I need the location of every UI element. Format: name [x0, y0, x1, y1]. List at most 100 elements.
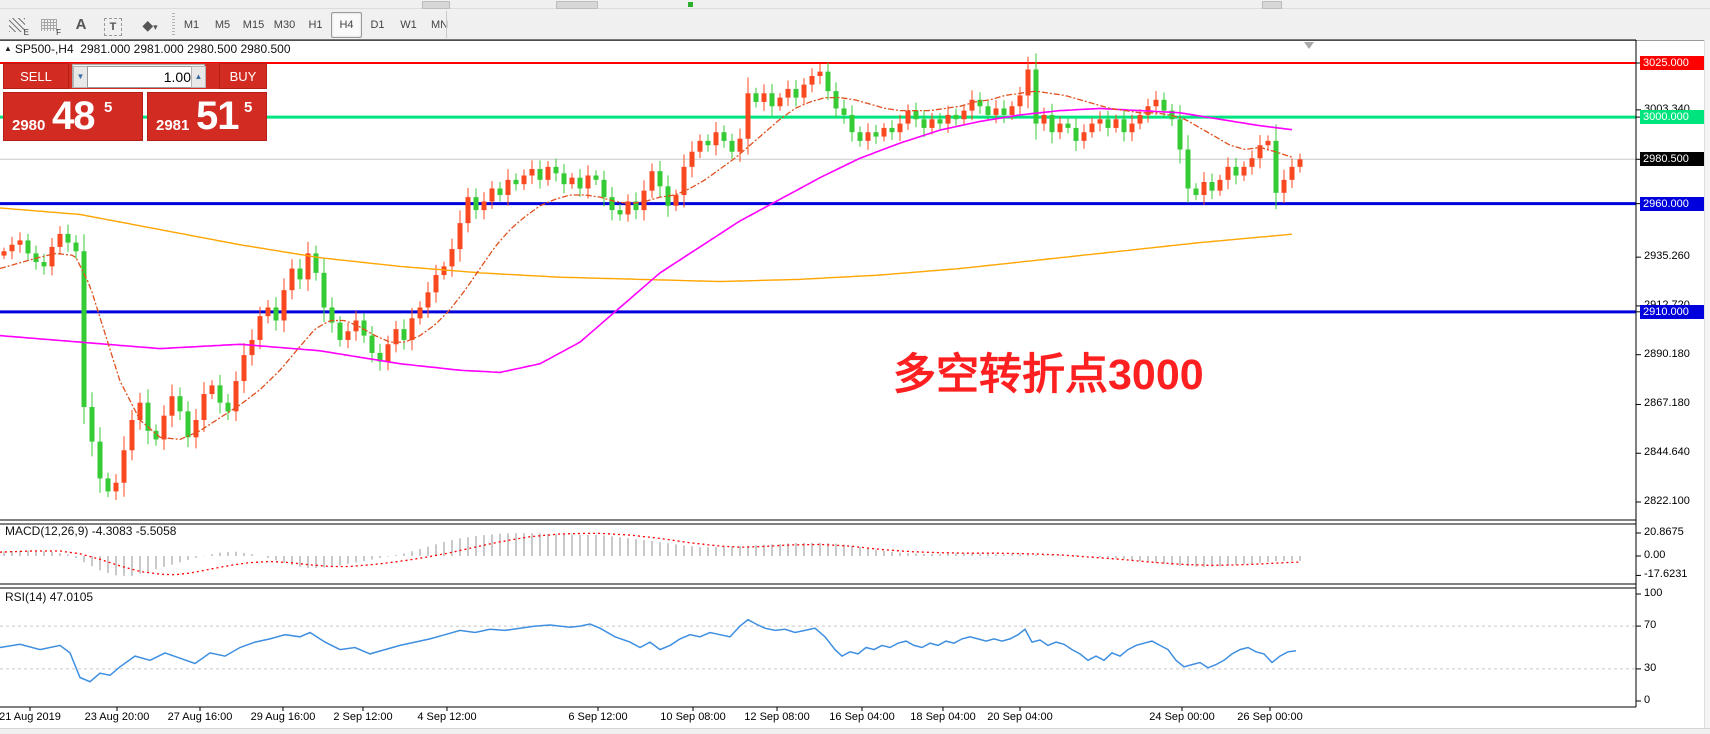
candle-body — [545, 166, 551, 180]
candle-body — [1209, 181, 1215, 191]
volume-decrease-button[interactable]: ▼ — [73, 66, 88, 88]
collapse-triangle-icon[interactable]: ▲ — [4, 44, 12, 53]
rsi-axis-label: 0 — [1644, 694, 1651, 706]
chart-shift-marker-icon[interactable] — [1304, 42, 1314, 49]
candle-body — [761, 93, 767, 102]
candle-body — [993, 108, 999, 115]
candle-body — [753, 93, 759, 102]
candle-body — [513, 179, 519, 185]
ohlc-values: 2981.000 2981.000 2980.500 2980.500 — [80, 42, 291, 56]
candle-body — [1081, 132, 1087, 141]
volume-increase-button[interactable]: ▲ — [191, 66, 206, 88]
price-tick-label: 2890.180 — [1644, 347, 1690, 360]
candle-body — [793, 88, 799, 98]
candle-body — [305, 253, 311, 280]
text-box-icon[interactable]: T — [98, 12, 128, 38]
macd-pane-label: MACD(12,26,9) -4.3083 -5.5058 — [5, 524, 177, 538]
candle-body — [857, 132, 863, 141]
candle-body — [521, 175, 527, 185]
candle-body — [737, 138, 743, 152]
volume-input[interactable] — [87, 66, 196, 88]
candle-body — [537, 169, 543, 180]
candle-body — [921, 119, 927, 128]
sell-price-box[interactable]: 2980 48 5 — [3, 92, 143, 141]
macd-signal-line — [0, 532, 1301, 576]
candle-body — [1225, 166, 1231, 180]
candle-body — [185, 411, 191, 438]
date-label: 27 Aug 16:00 — [167, 711, 233, 723]
candle-body — [1025, 69, 1031, 96]
date-label: 18 Sep 04:00 — [910, 711, 976, 723]
candle-body — [785, 88, 791, 98]
candle-body — [481, 201, 487, 211]
candle-body — [73, 242, 79, 252]
date-label: 6 Sep 12:00 — [568, 711, 628, 723]
tf-button-W1[interactable]: W1 — [400, 19, 417, 31]
window-right-edge — [1704, 40, 1710, 728]
candle-body — [809, 75, 815, 85]
candle-body — [161, 415, 167, 440]
candle-body — [281, 290, 287, 321]
sell-price-small: 2980 — [12, 117, 46, 134]
indicator-grid-icon[interactable]: F — [34, 12, 64, 38]
candle-body — [1097, 119, 1103, 124]
date-label: 4 Sep 12:00 — [417, 711, 477, 723]
tf-button-M15[interactable]: M15 — [242, 19, 265, 31]
text-label-icon[interactable]: A — [75, 16, 87, 33]
candle-body — [881, 127, 887, 137]
timeframe-buttons: M1 M5 M15 M30 H1 H4 D1 W1 MN — [176, 12, 455, 38]
toolbar-grip[interactable] — [172, 13, 175, 35]
tf-button-D1[interactable]: D1 — [370, 19, 385, 31]
candle-body — [569, 177, 575, 185]
tf-button-MN[interactable]: MN — [430, 19, 449, 31]
candle-body — [497, 188, 503, 195]
price-badge-2980.500: 2980.500 — [1640, 152, 1705, 167]
candle-body — [1057, 123, 1063, 133]
tf-button-M30[interactable]: M30 — [273, 19, 296, 31]
candle-body — [1233, 166, 1239, 176]
candle-body — [377, 352, 383, 362]
tf-button-H1[interactable]: H1 — [308, 19, 323, 31]
candle-body — [1, 251, 7, 256]
buy-price-sup: 5 — [244, 99, 253, 116]
candle-body — [961, 110, 967, 120]
candle-body — [49, 246, 55, 267]
candle-body — [665, 186, 671, 206]
candle-body — [937, 119, 943, 124]
tf-button-H4[interactable]: H4 — [331, 12, 362, 38]
candle-body — [177, 396, 183, 412]
candle-body — [457, 223, 463, 250]
candle-body — [561, 173, 567, 185]
pattern-tool-icon[interactable]: E — [2, 12, 32, 38]
candle-body — [977, 99, 983, 107]
candle-body — [745, 93, 751, 139]
buy-price-box[interactable]: 2981 51 5 — [147, 92, 267, 141]
date-label: 10 Sep 08:00 — [660, 711, 726, 723]
sell-button[interactable]: SELL — [3, 63, 69, 89]
candle-body — [121, 450, 127, 483]
candle-body — [17, 240, 23, 245]
tf-button-M1[interactable]: M1 — [183, 19, 200, 31]
candle-body — [849, 114, 855, 133]
candle-body — [241, 355, 247, 382]
price-badge-2960.000: 2960.000 — [1640, 196, 1705, 211]
candle-body — [1289, 166, 1295, 180]
price-tick-label: 2935.260 — [1644, 250, 1690, 263]
candle-body — [81, 251, 87, 408]
candle-body — [1249, 158, 1255, 167]
status-dot-icon — [688, 2, 693, 7]
candle-body — [1001, 108, 1007, 115]
candle-body — [313, 253, 319, 273]
candle-body — [817, 71, 823, 76]
candle-body — [1265, 140, 1271, 146]
candle-body — [1121, 119, 1127, 133]
buy-button[interactable]: BUY — [219, 63, 267, 89]
objects-dropdown-icon[interactable]: ◆▾ — [142, 17, 158, 33]
candle-body — [985, 106, 991, 115]
tf-button-M5[interactable]: M5 — [214, 19, 231, 31]
candle-body — [801, 84, 807, 98]
candle-body — [1073, 127, 1079, 141]
candle-body — [137, 402, 143, 420]
